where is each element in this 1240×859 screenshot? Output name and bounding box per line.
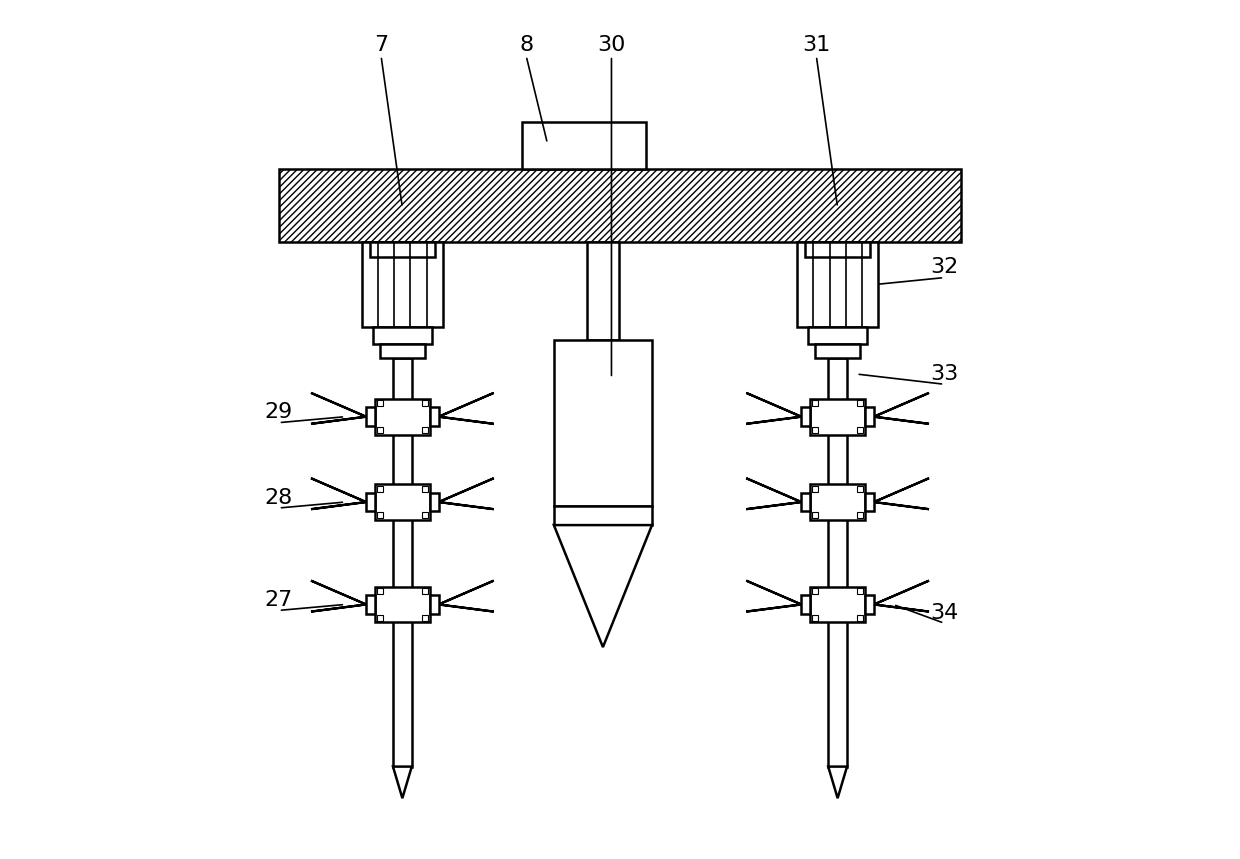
Bar [554,340,652,506]
Bar [366,493,374,511]
Polygon shape [439,478,494,509]
Bar [430,595,439,614]
Bar [370,241,435,257]
Polygon shape [746,393,801,423]
Bar [812,400,818,406]
Polygon shape [311,581,366,612]
Text: 7: 7 [374,35,388,56]
Bar [377,427,383,433]
Bar [422,615,428,621]
Text: 32: 32 [930,258,959,277]
Bar [422,486,428,492]
Bar [828,358,847,766]
Polygon shape [311,478,366,509]
Bar [422,512,428,518]
Bar [522,122,646,169]
Bar [279,169,961,241]
Bar [377,512,383,518]
Bar [366,595,374,614]
Polygon shape [439,581,494,612]
Bar [805,241,870,257]
Bar [587,241,619,340]
Bar [857,486,863,492]
Bar [377,486,383,492]
Bar [808,327,867,344]
Bar [812,486,818,492]
Text: 28: 28 [264,488,293,508]
Bar [377,400,383,406]
Bar [366,407,374,426]
Bar [377,588,383,594]
Bar [374,399,430,435]
Bar [797,241,878,327]
Polygon shape [874,581,929,612]
Bar [393,358,412,766]
Bar [801,493,810,511]
Bar [857,588,863,594]
Bar [810,484,866,520]
Bar [430,493,439,511]
Bar [812,615,818,621]
Text: 31: 31 [802,35,831,56]
Text: 8: 8 [520,35,533,56]
Polygon shape [874,393,929,423]
Bar [866,407,874,426]
Bar [857,427,863,433]
Text: 29: 29 [264,402,293,423]
Bar [816,344,859,358]
Bar [812,588,818,594]
Bar [812,512,818,518]
Polygon shape [746,581,801,612]
Bar [857,615,863,621]
Bar [362,241,443,327]
Polygon shape [311,393,366,423]
Bar [857,400,863,406]
Bar [422,588,428,594]
Text: 33: 33 [930,364,959,384]
Bar [430,407,439,426]
Bar [866,595,874,614]
Bar [374,587,430,623]
Bar [554,506,652,525]
Polygon shape [439,393,494,423]
Polygon shape [554,525,652,647]
Bar [377,615,383,621]
Polygon shape [874,478,929,509]
Text: 27: 27 [264,590,293,610]
Bar [373,327,432,344]
Bar [801,407,810,426]
Bar [810,399,866,435]
Bar [810,587,866,623]
Polygon shape [746,478,801,509]
Bar [866,493,874,511]
Bar [381,344,424,358]
Polygon shape [393,766,412,798]
Bar [857,512,863,518]
Bar [422,400,428,406]
Bar [812,427,818,433]
Text: 34: 34 [930,603,959,623]
Bar [422,427,428,433]
Bar [374,484,430,520]
Polygon shape [828,766,847,798]
Bar [801,595,810,614]
Text: 30: 30 [598,35,626,56]
